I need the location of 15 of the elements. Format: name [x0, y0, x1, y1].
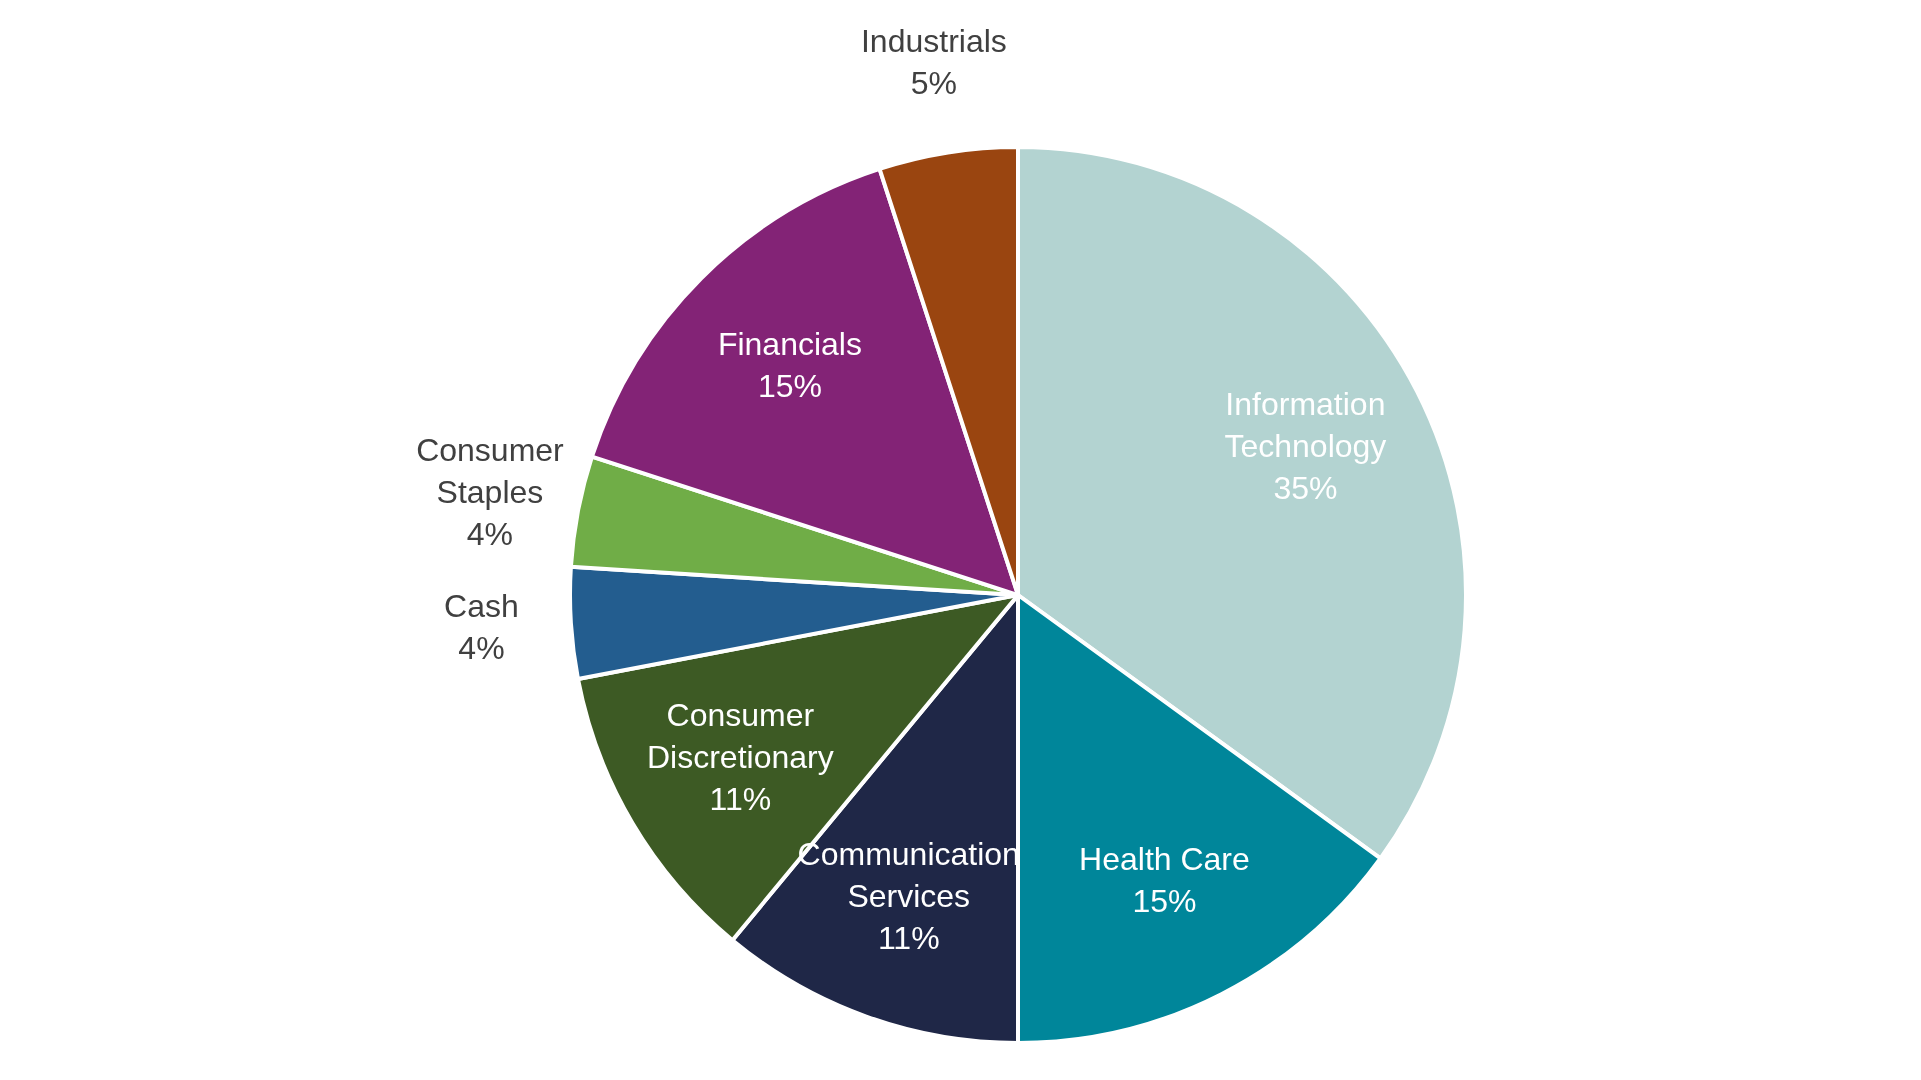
- data-label: 4%: [466, 516, 514, 553]
- slice-label: Information Technology: [1224, 386, 1387, 465]
- data-label: 11%: [877, 920, 940, 957]
- data-label: 15%: [757, 367, 822, 404]
- data-label: 5%: [910, 64, 958, 101]
- data-label: 35%: [1273, 470, 1338, 507]
- data-label: 15%: [1132, 883, 1197, 920]
- data-label: 11%: [709, 781, 772, 818]
- slice-label: Health Care: [1079, 841, 1250, 878]
- slice-label: Consumer Discretionary: [647, 697, 834, 776]
- data-label: 4%: [458, 629, 505, 666]
- slice-label: Financials: [717, 325, 862, 362]
- slice-label: Industrials: [860, 22, 1007, 59]
- slice-label: Cash: [444, 587, 519, 624]
- slice-label: Consumer Staples: [416, 432, 565, 511]
